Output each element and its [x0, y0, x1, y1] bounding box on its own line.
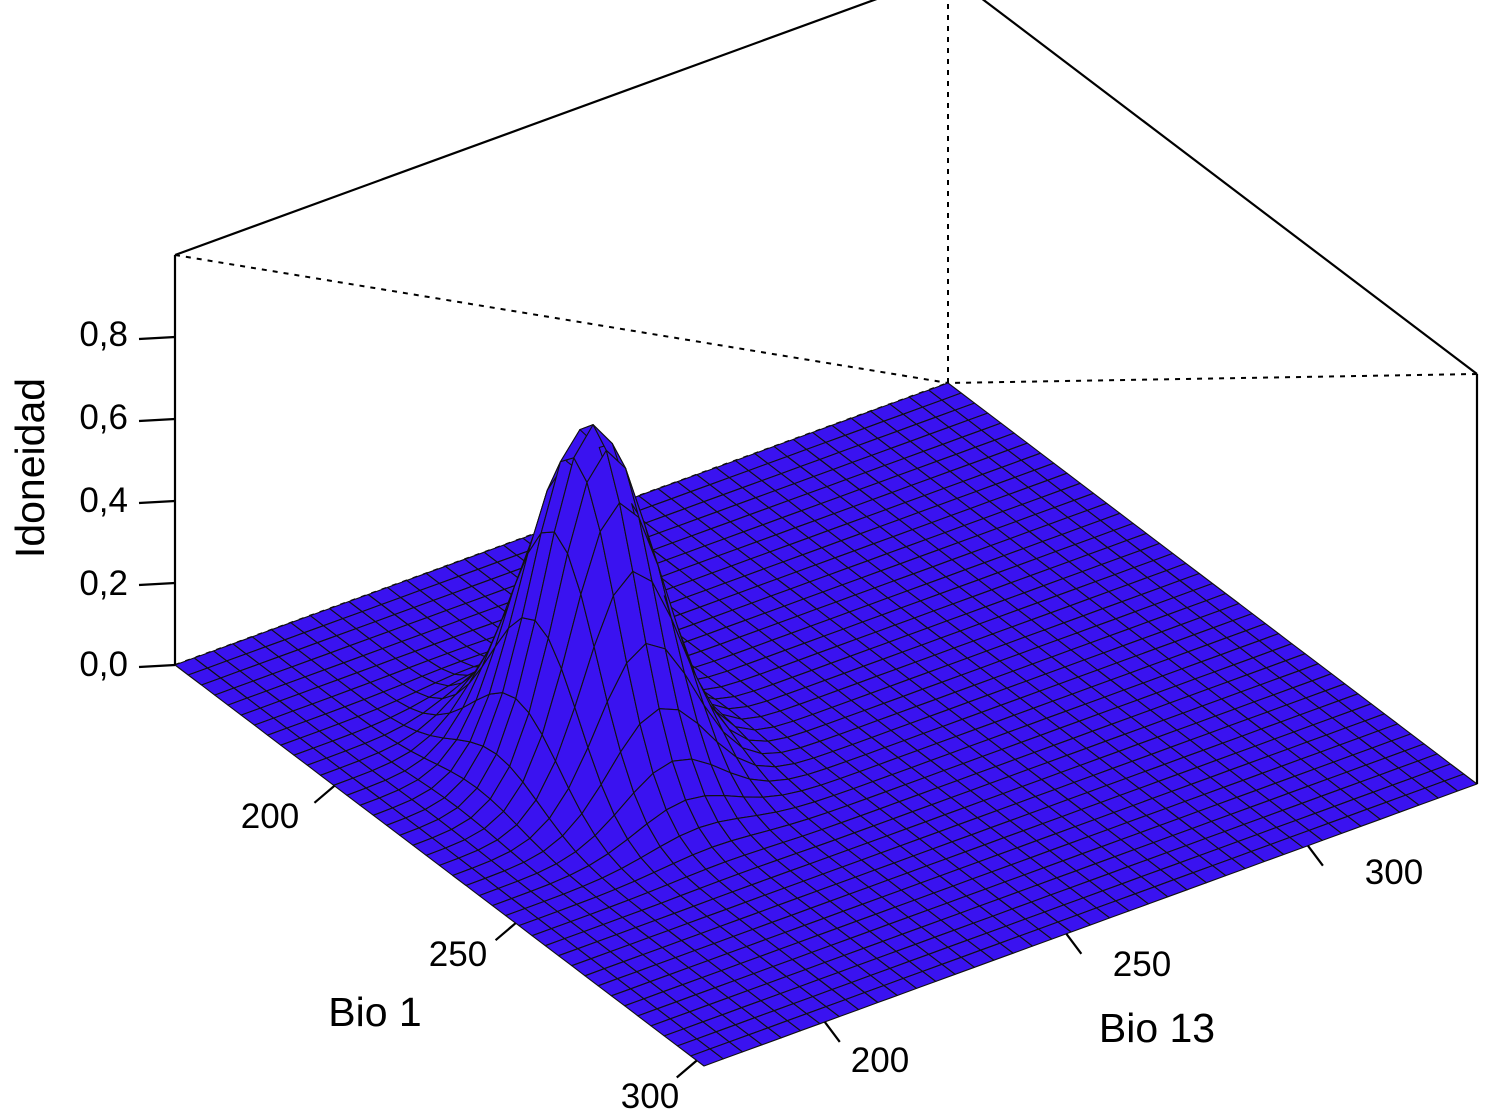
z-tick-label: 0,8: [79, 315, 128, 354]
z-tick-label: 0,6: [79, 398, 128, 437]
front-box-frame: [173, 255, 1479, 784]
box-edge: [174, 0, 878, 257]
hidden-edge: [947, 373, 1478, 384]
y-tick-label: 200: [851, 1041, 909, 1080]
y-tick-mark: [1065, 933, 1083, 955]
x-tick-mark: [494, 922, 517, 942]
z-tick-mark: [138, 663, 176, 669]
z-tick-mark: [138, 335, 176, 341]
x-tick-mark: [313, 785, 336, 804]
z-tick-mark: [138, 581, 176, 587]
hidden-edge: [174, 254, 949, 384]
y-tick-label: 250: [1113, 945, 1171, 984]
x-tick-label: 200: [241, 797, 299, 836]
y-axis-title: Bio 13: [1099, 1005, 1215, 1051]
z-tick-mark: [138, 499, 176, 505]
z-axis-title: Idoneidad: [7, 378, 53, 558]
y-tick-mark: [1307, 845, 1324, 867]
x-tick-label: 300: [621, 1077, 679, 1116]
x-tick-mark: [676, 1059, 698, 1079]
z-tick-label: 0,0: [79, 645, 128, 684]
x-tick-label: 250: [429, 935, 487, 974]
z-tick-label: 0,2: [79, 564, 128, 603]
surface-mesh: [174, 382, 1478, 1067]
z-tick-label: 0,4: [79, 481, 128, 520]
y-tick-mark: [823, 1021, 841, 1043]
y-tick-label: 300: [1365, 853, 1423, 892]
box-edge: [981, 0, 1478, 375]
axis-ticks: [138, 335, 1324, 1079]
z-tick-mark: [138, 417, 176, 423]
x-axis-title: Bio 1: [328, 989, 421, 1035]
